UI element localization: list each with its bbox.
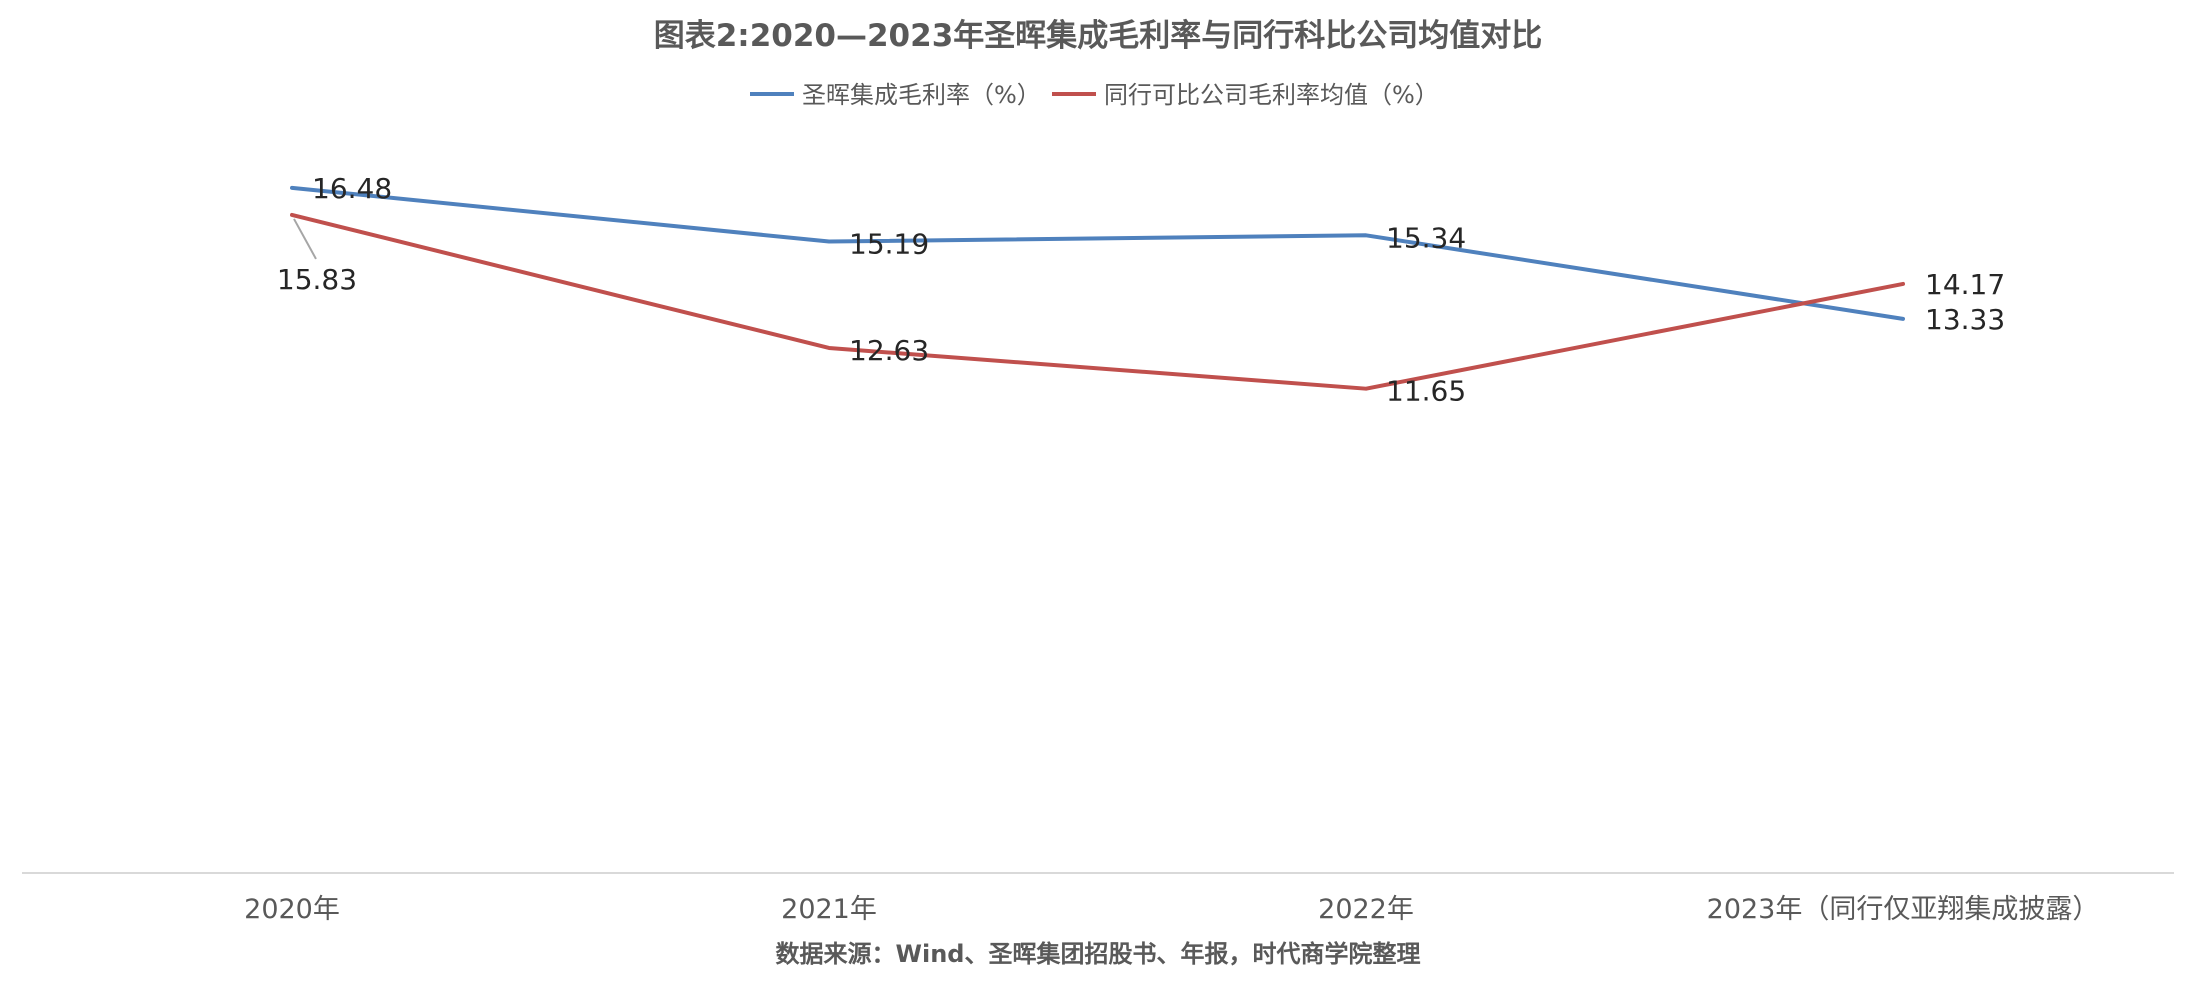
- legend-item-1: 同行可比公司毛利率均值（%）: [1052, 81, 1439, 109]
- legend: 圣晖集成毛利率（%） 同行可比公司毛利率均值（%）: [750, 81, 1439, 109]
- data-label: 14.17: [1925, 268, 2005, 301]
- data-label: 15.19: [849, 228, 929, 261]
- x-tick-label: 2021年: [781, 894, 877, 925]
- series-line-0: [290, 185, 1905, 321]
- legend-label-1: 同行可比公司毛利率均值（%）: [1104, 81, 1439, 109]
- data-label: 15.34: [1386, 221, 1466, 254]
- chart-title: 图表2:2020—2023年圣晖集成毛利率与同行科比公司均值对比: [654, 18, 1543, 54]
- legend-item-0: 圣晖集成毛利率（%）: [750, 81, 1041, 109]
- x-tick-label: 2020年: [244, 894, 340, 925]
- data-label: 16.48: [312, 172, 392, 205]
- legend-label-0: 圣晖集成毛利率（%）: [802, 81, 1041, 109]
- data-label: 12.63: [849, 334, 929, 367]
- data-label: 15.83: [277, 263, 357, 296]
- x-tick-label: 2022年: [1318, 894, 1414, 925]
- source-note: 数据来源：Wind、圣晖集团招股书、年报，时代商学院整理: [776, 940, 1421, 968]
- data-labels: 16.48 15.19 15.34 13.33 15.83 12.63 11.65 14.17: [277, 172, 2005, 408]
- data-label-leader: [293, 218, 317, 260]
- x-tick-label: 2023年（同行仅亚翔集成披露）: [1707, 894, 2100, 925]
- data-label: 13.33: [1925, 303, 2005, 336]
- series-lines: [290, 185, 1905, 391]
- x-axis-ticks: 2020年 2021年 2022年 2023年（同行仅亚翔集成披露）: [244, 894, 2099, 925]
- data-label: 11.65: [1386, 375, 1466, 408]
- series-line-1: [290, 212, 1905, 391]
